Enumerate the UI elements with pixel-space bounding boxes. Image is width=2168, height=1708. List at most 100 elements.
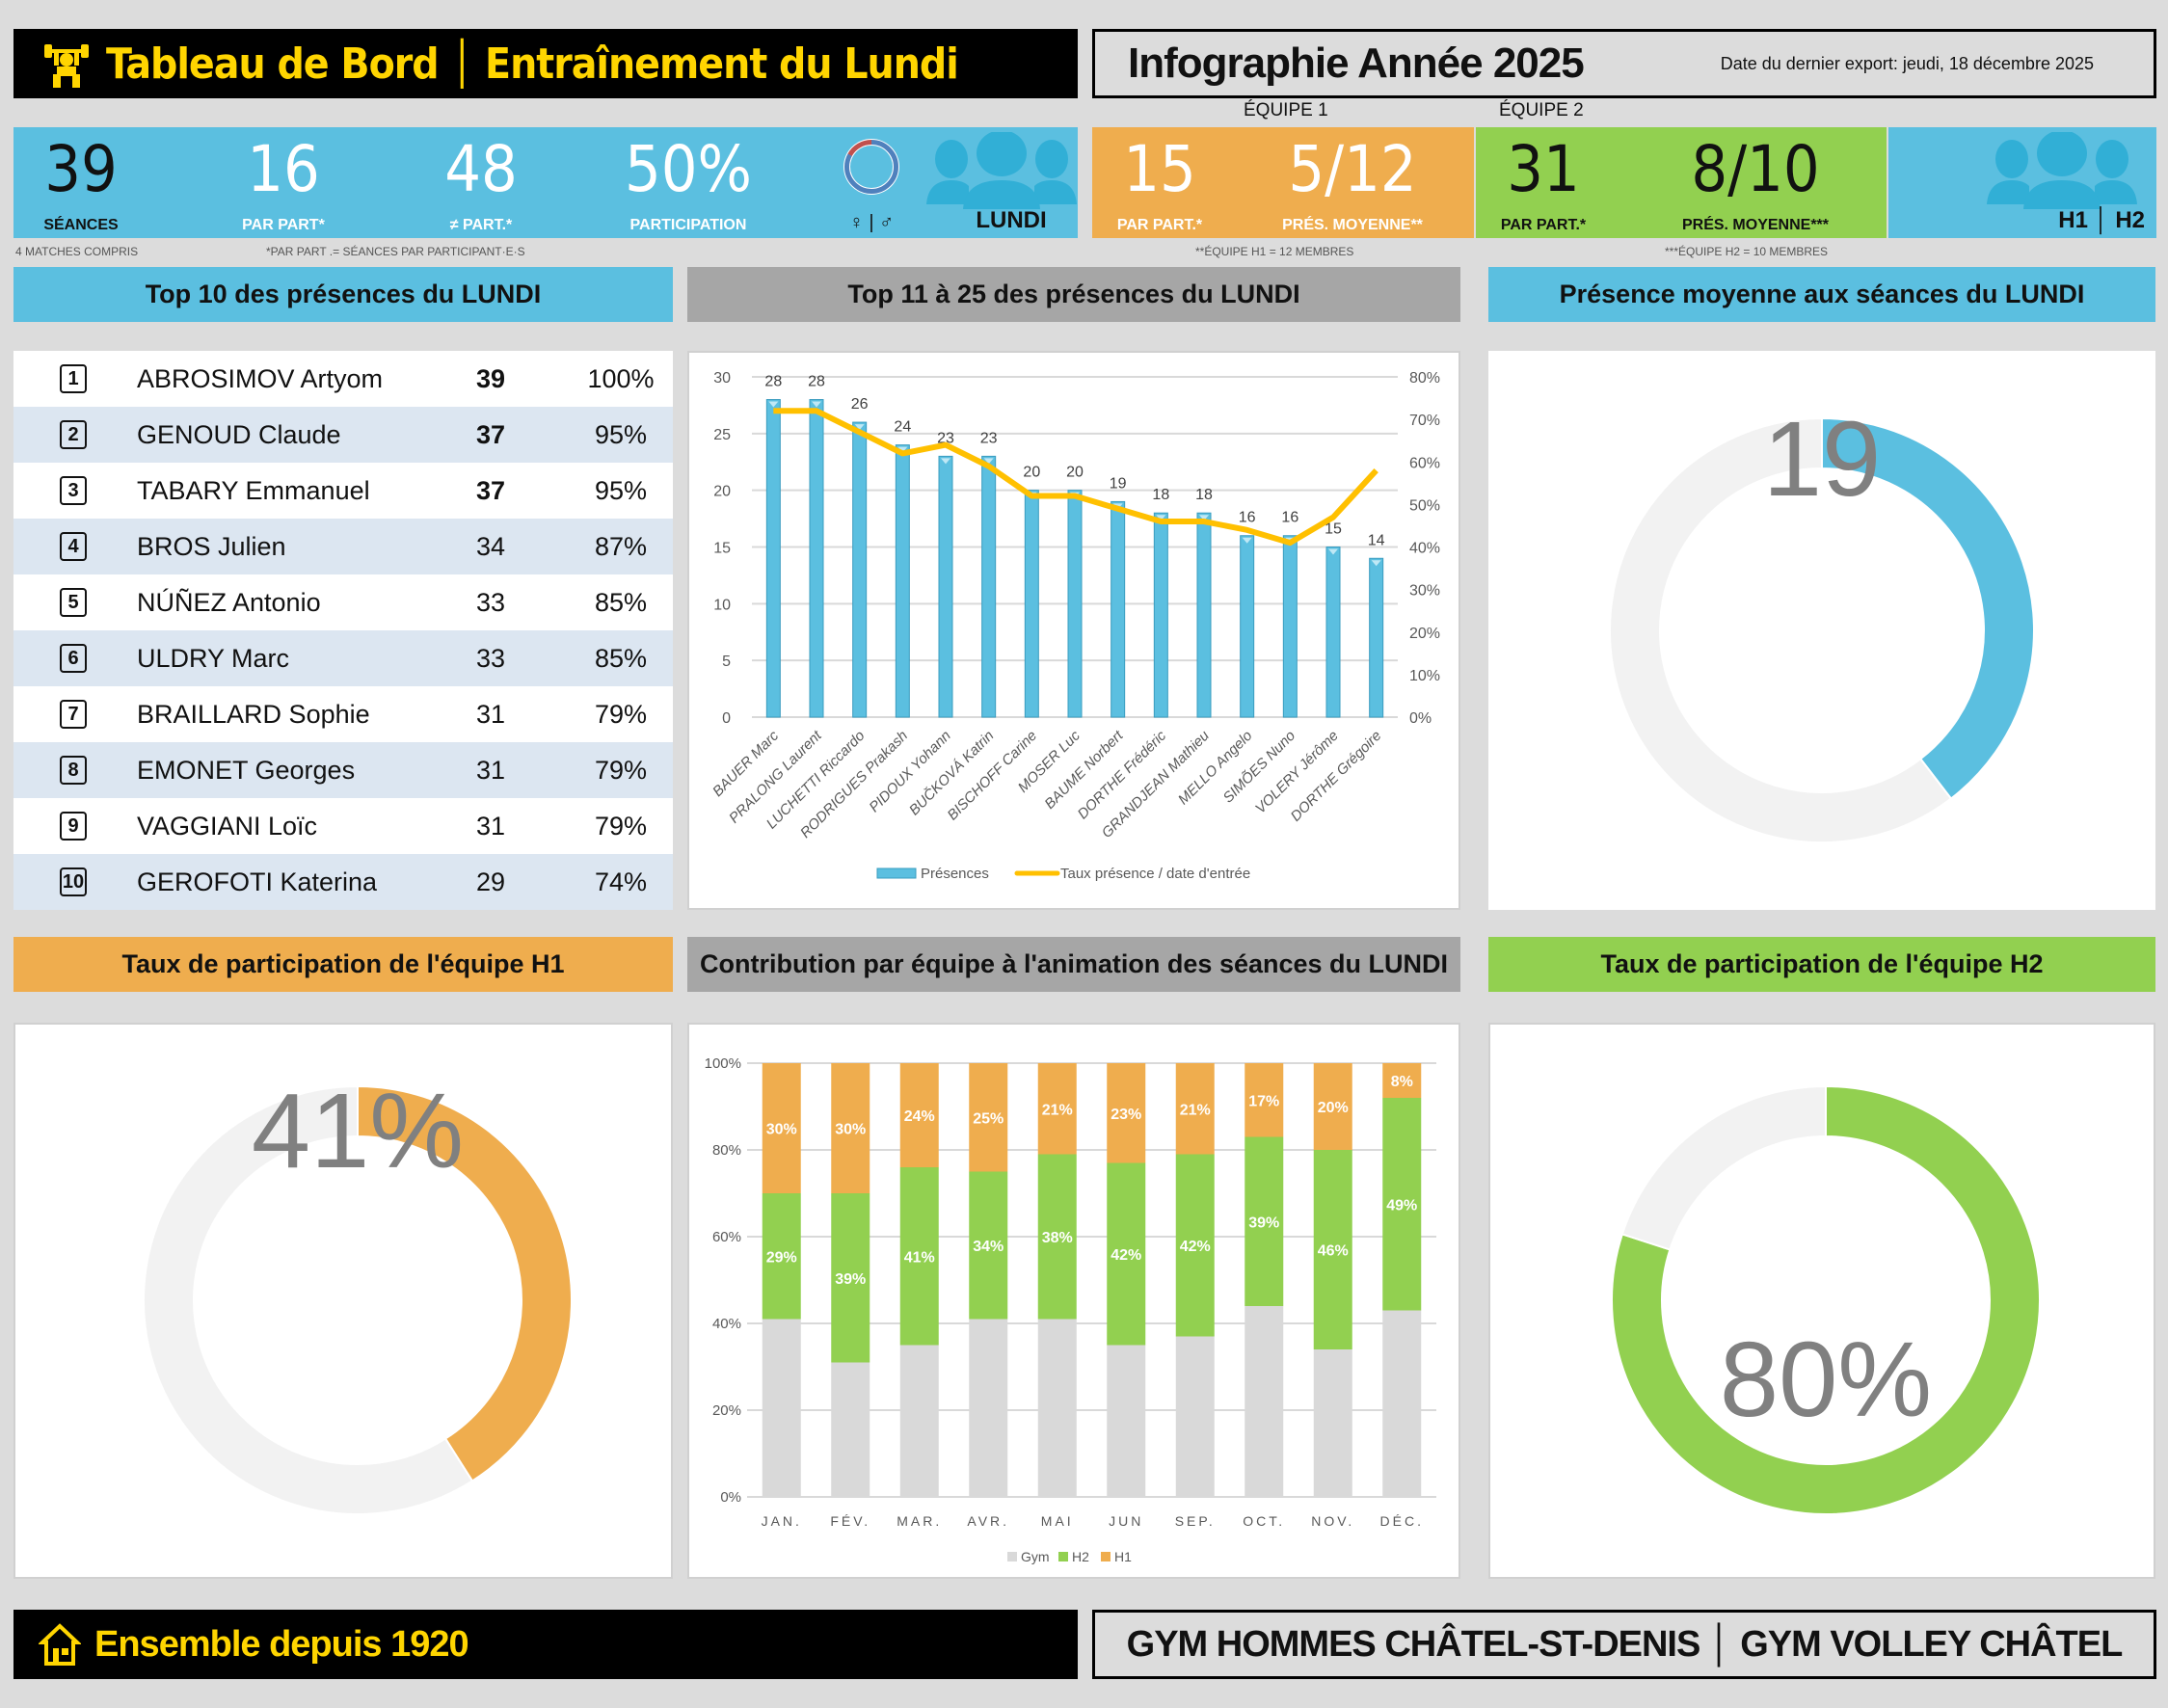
stacked-bar-segment-gym — [762, 1319, 801, 1497]
infographie-box: Infographie Année 2025 Date du dernier e… — [1092, 29, 2156, 98]
x-tick-label: AVR. — [967, 1513, 1009, 1529]
bar — [1024, 490, 1039, 718]
stacked-bar-segment-gym — [1175, 1336, 1215, 1497]
member-name: ABROSIMOV Artyom — [137, 363, 384, 393]
member-name: EMONET Georges — [137, 755, 356, 785]
equipe2-par-part-label: PAR PART.* — [1500, 217, 1587, 233]
rank-badge: 1 — [60, 364, 87, 393]
stacked-bar-segment-h2 — [899, 1167, 939, 1346]
footnote-matches: 4 MATCHES COMPRIS — [15, 245, 139, 258]
x-tick-label: SEP. — [1175, 1513, 1216, 1529]
equipe2-par-part-value: 31 — [1507, 132, 1580, 206]
table-row: 8 EMONET Georges 31 79% — [13, 742, 673, 798]
donut-slice-value — [357, 1084, 573, 1482]
donut-slice-remainder — [1609, 416, 1953, 843]
bar-data-label: 16 — [1239, 510, 1256, 526]
kpi-strip-general: 39 SÉANCES 16 PAR PART* 48 ≠ PART.* 50% … — [13, 127, 1078, 238]
bar-cap — [768, 401, 779, 408]
bar — [1196, 512, 1212, 718]
bar-data-label: 20 — [1023, 465, 1040, 481]
x-tick-label: DÉC. — [1380, 1513, 1424, 1529]
attendance-percent: 79% — [594, 699, 648, 729]
teams-label: H1 │ H2 — [2058, 207, 2145, 233]
bar-data-label: 19 — [1110, 475, 1127, 492]
y2-tick-label: 0% — [1409, 710, 1432, 727]
stacked-bar-segment-h1 — [1313, 1063, 1352, 1150]
y2-tick-label: 80% — [1409, 370, 1440, 387]
equipe1-pres-value: 5/12 — [1288, 132, 1417, 206]
segment-data-label: 42% — [1180, 1239, 1211, 1255]
avg-donut-panel: 19 — [1488, 351, 2155, 910]
stacked-bar-segment-gym — [1107, 1345, 1146, 1497]
table-row: 3 TABARY Emmanuel 37 95% — [13, 463, 673, 519]
kpi-strip-equipe1: 15 PAR PART.* 5/12 PRÉS. MOYENNE** — [1092, 127, 1474, 238]
segment-data-label: 17% — [1248, 1093, 1279, 1109]
bar-data-label: 18 — [1152, 487, 1169, 503]
segment-data-label: 39% — [1248, 1214, 1279, 1231]
bar — [1282, 535, 1298, 718]
attendance-count: 39 — [475, 363, 506, 393]
weightlifter-icon — [44, 44, 89, 88]
bar — [1111, 500, 1126, 718]
stacked-bar-segment-h2 — [1245, 1136, 1284, 1306]
stacked-bar-segment-gym — [1037, 1319, 1077, 1497]
bar-cap — [1156, 515, 1166, 521]
y-tick-label: 20 — [713, 484, 731, 500]
footer-motto: Ensemble depuis 1920 — [94, 1623, 469, 1665]
segment-data-label: 8% — [1391, 1074, 1413, 1090]
segment-data-label: 30% — [766, 1122, 797, 1138]
kpi-seances-label: SÉANCES — [43, 217, 119, 233]
stacked-bar-segment-gym — [969, 1319, 1008, 1497]
top11-chart: 0 5 10 15 20 25 30 0% 10% 20% 30% 40% 50% 60% 70% 80% 28… — [709, 370, 1440, 882]
x-tick-label: MELLO Angelo — [1175, 728, 1256, 809]
section-avg-header: Présence moyenne aux séances du LUNDI — [1488, 267, 2155, 322]
segment-data-label: 46% — [1318, 1243, 1349, 1260]
legend-label: Taux présence / date d'entrée — [1060, 866, 1250, 882]
bar-data-label: 23 — [980, 430, 998, 446]
bar — [809, 399, 824, 718]
equipe1-par-part-value: 15 — [1123, 132, 1196, 206]
bar-cap — [1242, 537, 1252, 544]
attendance-percent: 85% — [594, 587, 648, 617]
top10-table: 1 ABROSIMOV Artyom 39 100% 2 GENOUD Claude 37 9… — [13, 351, 673, 910]
section-top11-header: Top 11 à 25 des présences du LUNDI — [687, 267, 1460, 322]
attendance-count: 29 — [475, 867, 506, 896]
stacked-bar-segment-h1 — [899, 1063, 939, 1167]
kpi-par-part-value: 16 — [247, 132, 320, 206]
equipe2-pres-label: PRÉS. MOYENNE*** — [1681, 217, 1830, 233]
table-row: 7 BRAILLARD Sophie 31 79% — [13, 686, 673, 742]
bar — [765, 399, 781, 718]
bar-data-label: 18 — [1195, 487, 1213, 503]
section-h1-header: Taux de participation de l'équipe H1 — [13, 937, 673, 992]
stacked-bar-segment-gym — [1382, 1310, 1422, 1497]
member-name: VAGGIANI Loïc — [137, 811, 318, 841]
rank-badge: 7 — [60, 700, 87, 729]
bar-data-label: 23 — [937, 430, 954, 446]
y-tick-label: 0 — [722, 710, 731, 727]
stacked-bar-segment-h1 — [1175, 1063, 1215, 1155]
equipe2-pres-value: 8/10 — [1691, 132, 1820, 206]
member-name: BRAILLARD Sophie — [137, 699, 370, 729]
attendance-count: 37 — [475, 475, 506, 505]
member-name: NÚÑEZ Antonio — [137, 587, 321, 617]
segment-data-label: 23% — [1111, 1107, 1141, 1123]
rank-badge: 10 — [60, 867, 87, 896]
rank-badge: 2 — [60, 420, 87, 449]
avg-donut-chart: 19 — [1609, 400, 2035, 843]
group-people-icon — [926, 132, 1077, 209]
kpi-seances-value: 39 — [44, 132, 118, 206]
member-name: GENOUD Claude — [137, 419, 341, 449]
stacked-bar-segment-h2 — [1107, 1162, 1146, 1346]
kpi-strip-equipe2: 31 PAR PART.* 8/10 PRÉS. MOYENNE*** — [1476, 127, 1887, 238]
equipe1-par-part-label: PAR PART.* — [1116, 217, 1203, 233]
legend-swatch — [1007, 1552, 1017, 1561]
attendance-count: 31 — [475, 699, 506, 729]
bar-cap — [983, 458, 994, 465]
y2-tick-label: 20% — [1409, 626, 1440, 642]
stacked-bar-segment-h2 — [1313, 1150, 1352, 1349]
h1-donut-panel: 41% — [13, 1023, 673, 1579]
member-name: ULDRY Marc — [137, 643, 290, 673]
rank-badge: 6 — [60, 644, 87, 673]
rank-badge: 3 — [60, 476, 87, 505]
bar — [981, 455, 997, 718]
